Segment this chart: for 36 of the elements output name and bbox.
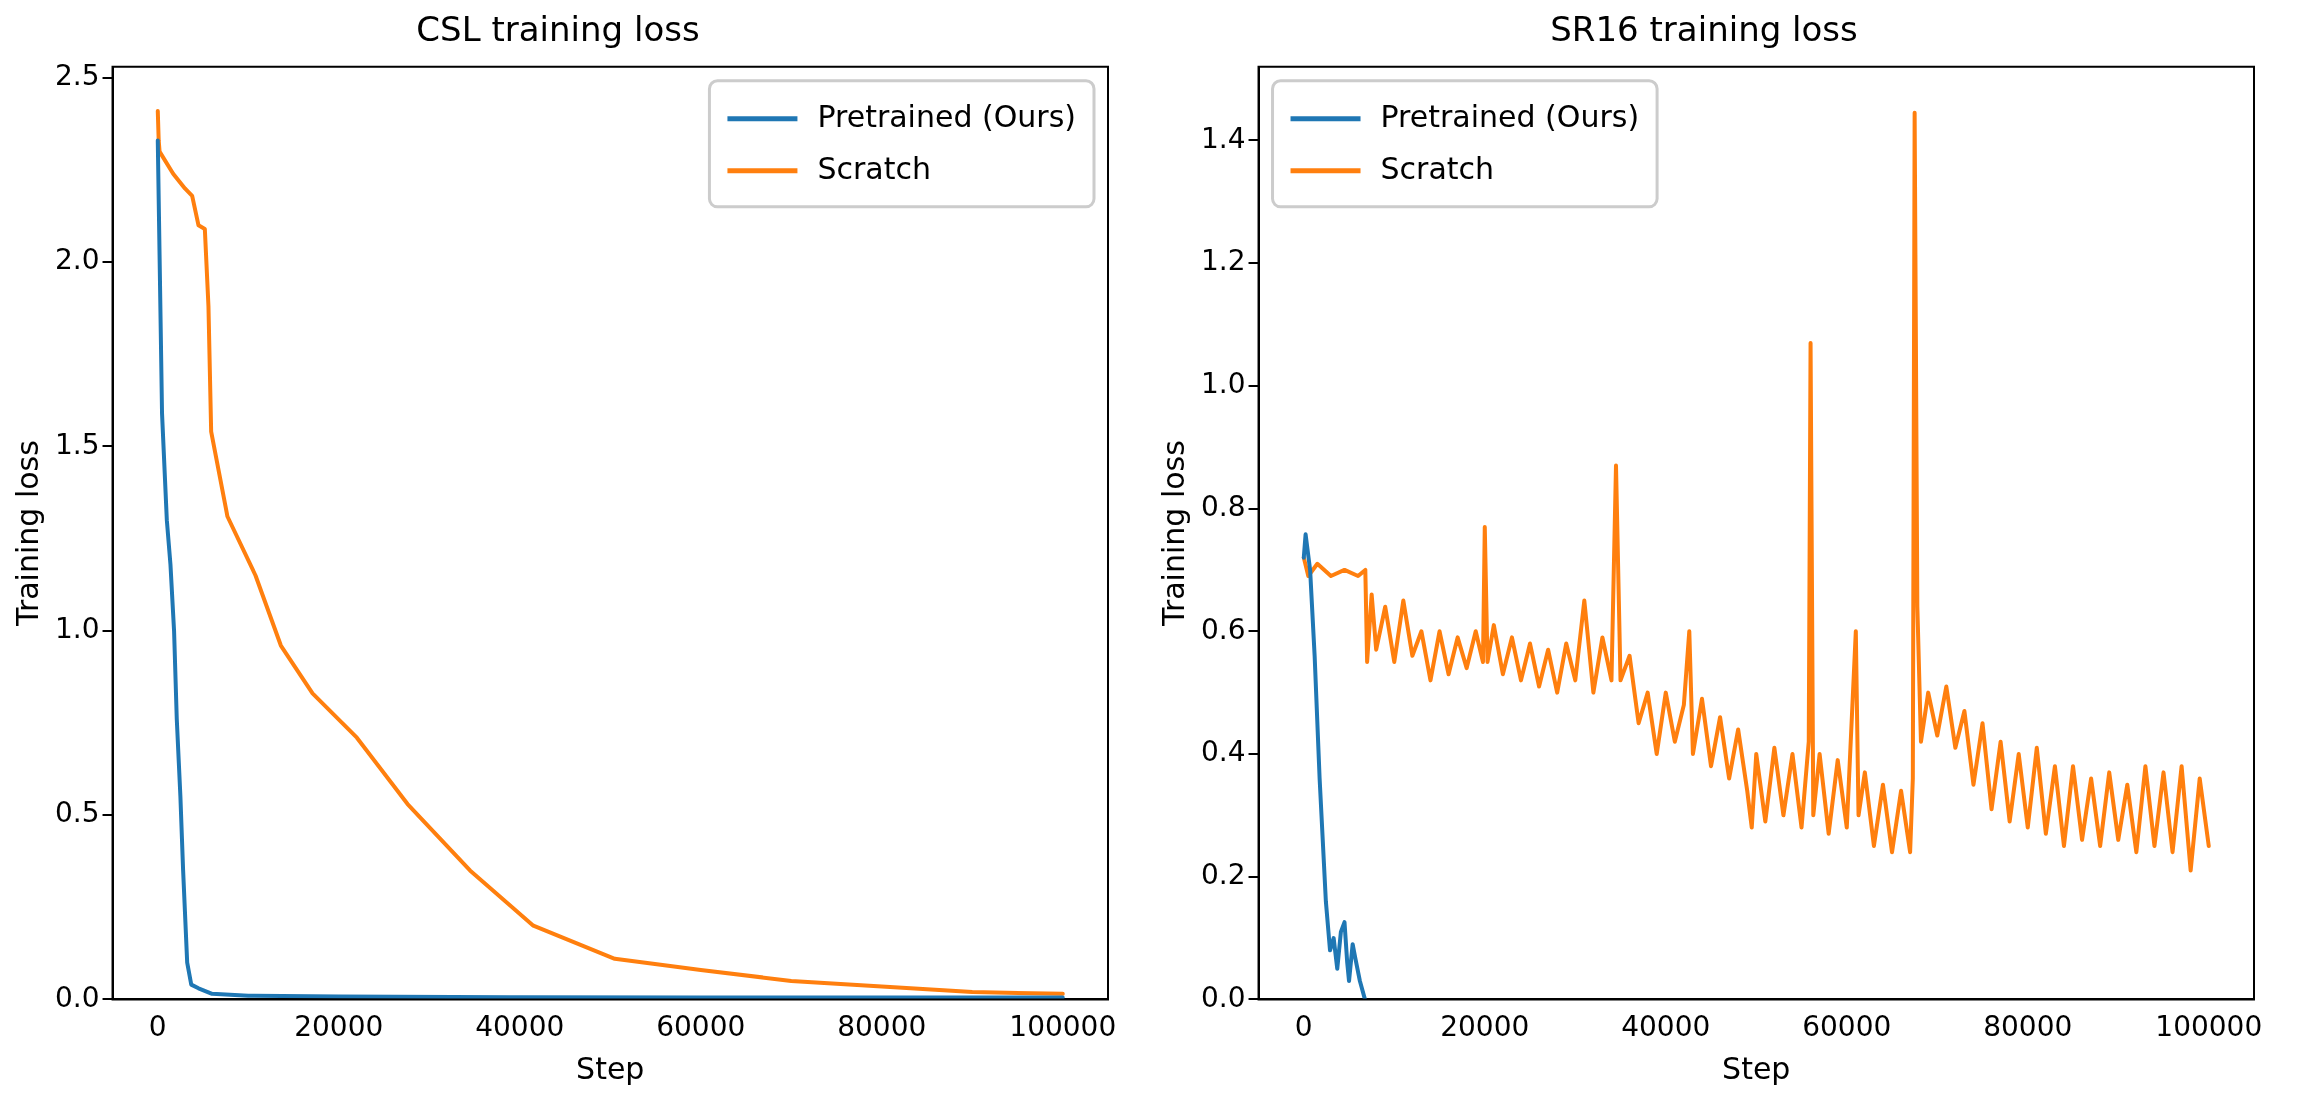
- y-tick-label: 0.0: [55, 980, 100, 1014]
- legend-label: Pretrained (Ours): [1380, 98, 1640, 134]
- y-tick-label: 0.5: [55, 796, 100, 830]
- x-tick-label: 20000: [294, 1010, 384, 1044]
- y-tick-label: 0.4: [1201, 735, 1246, 769]
- x-tick-label: 0: [1294, 1010, 1313, 1044]
- y-tick-label: 1.0: [55, 612, 100, 646]
- x-tick-label: 40000: [1621, 1010, 1711, 1044]
- y-tick-label: 0.2: [1201, 857, 1246, 891]
- chart-title: CSL training loss: [416, 9, 700, 50]
- y-tick-label: 1.2: [1201, 244, 1246, 278]
- y-tick-label: 0.8: [1201, 489, 1246, 523]
- y-tick-label: 2.5: [55, 59, 100, 93]
- y-tick-label: 0.0: [1201, 980, 1246, 1014]
- x-axis-title: Step: [576, 1050, 645, 1086]
- x-tick-label: 100000: [1009, 1010, 1117, 1044]
- y-tick-label: 0.6: [1201, 612, 1246, 646]
- x-axis-title: Step: [1722, 1050, 1791, 1086]
- legend-label: Pretrained (Ours): [817, 98, 1076, 134]
- x-tick-label: 60000: [656, 1010, 746, 1044]
- y-tick-label: 1.4: [1201, 121, 1246, 155]
- x-tick-label: 80000: [837, 1010, 927, 1044]
- y-tick-label: 1.0: [1201, 367, 1246, 401]
- legend-label: Scratch: [1380, 150, 1495, 186]
- y-axis-title: Training loss: [9, 440, 45, 628]
- x-tick-label: 60000: [1802, 1010, 1892, 1044]
- x-tick-label: 20000: [1440, 1010, 1530, 1044]
- x-tick-label: 80000: [1983, 1010, 2073, 1044]
- x-tick-label: 0: [148, 1010, 167, 1044]
- y-axis-title: Training loss: [1155, 440, 1191, 628]
- legend-label: Scratch: [817, 150, 931, 186]
- x-tick-label: 40000: [475, 1010, 565, 1044]
- y-tick-label: 1.5: [55, 427, 100, 461]
- chart-title: SR16 training loss: [1550, 9, 1858, 50]
- y-tick-label: 2.0: [55, 243, 100, 277]
- x-tick-label: 100000: [2155, 1010, 2263, 1044]
